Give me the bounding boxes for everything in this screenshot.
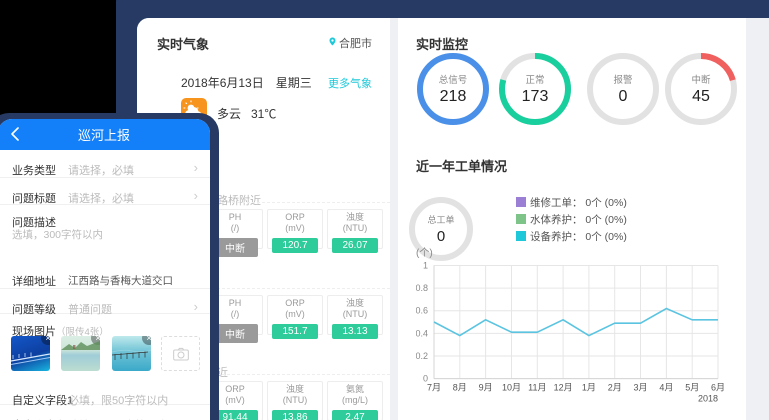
svg-text:2月: 2月	[608, 383, 622, 393]
svg-text:5月: 5月	[685, 383, 699, 393]
svg-text:10月: 10月	[502, 383, 521, 393]
svg-text:9月: 9月	[479, 383, 493, 393]
svg-text:1月: 1月	[582, 383, 596, 393]
svg-text:7月: 7月	[427, 383, 441, 393]
svg-text:6月: 6月	[711, 383, 725, 393]
svg-text:11月: 11月	[528, 383, 546, 393]
svg-text:1: 1	[423, 261, 428, 271]
svg-text:4月: 4月	[659, 383, 673, 393]
svg-text:0.8: 0.8	[416, 283, 428, 293]
svg-text:8月: 8月	[453, 383, 467, 393]
svg-text:3月: 3月	[633, 383, 647, 393]
svg-text:12月: 12月	[554, 383, 573, 393]
svg-text:0.2: 0.2	[416, 351, 428, 361]
svg-text:0.4: 0.4	[416, 328, 428, 338]
svg-text:0.6: 0.6	[416, 306, 428, 316]
svg-text:2018: 2018	[698, 394, 718, 404]
